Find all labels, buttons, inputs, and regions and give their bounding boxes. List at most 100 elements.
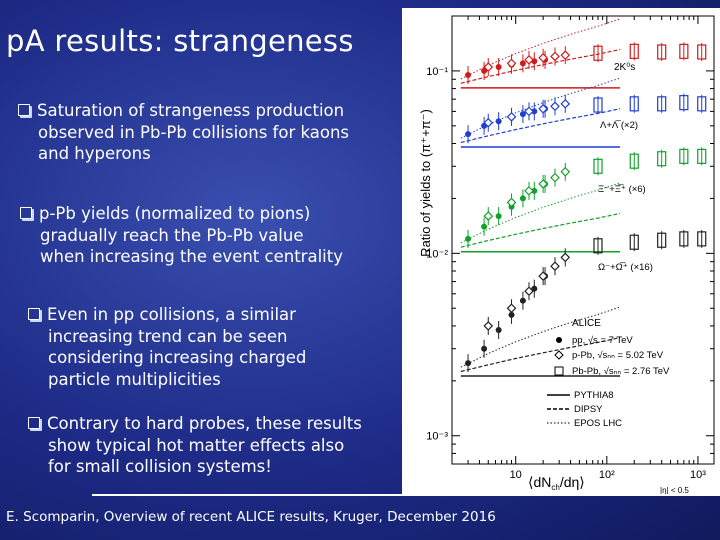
data-point-pp — [531, 187, 538, 194]
species-label-lambda: Λ+Λ̅ (×2) — [600, 120, 638, 131]
data-point-pp — [495, 64, 502, 71]
checkbox-bullet-icon — [28, 308, 40, 320]
bullet-text-line: for small collision systems! — [48, 457, 272, 476]
data-point-ppb — [506, 303, 517, 314]
checkbox-bullet-icon — [20, 207, 32, 219]
model-curve-epos — [460, 306, 621, 368]
data-point-ppb — [506, 111, 517, 122]
data-point-ppb — [560, 98, 571, 109]
data-point-ppb — [538, 52, 548, 63]
data-point-pp — [465, 131, 472, 138]
legend: ALICE pp, √s = 7 TeV p-Pb, √sₙₙ = 5.02 T… — [547, 318, 670, 429]
bullet-saturation: Saturation of strangeness production obs… — [18, 100, 349, 165]
data-point-pp — [531, 108, 538, 115]
data-point-pp — [519, 195, 526, 202]
species-label-k0s: 2K⁰s — [614, 62, 635, 73]
data-point-pbpb — [629, 96, 639, 112]
data-point-pbpb — [657, 232, 667, 248]
footer-credit: E. Scomparin, Overview of recent ALICE r… — [6, 509, 496, 525]
data-point-pbpb — [657, 44, 667, 60]
data-point-pbpb — [657, 151, 667, 167]
bullet-text-line: observed in Pb-Pb collisions for kaons — [38, 122, 350, 142]
footer-divider — [92, 494, 720, 496]
x-axis-suffix: |η| < 0.5 — [660, 486, 689, 494]
data-point-ppb — [506, 58, 517, 69]
bullet-text-line: Saturation of strangeness production — [37, 101, 345, 120]
data-point-pp — [465, 71, 472, 78]
data-point-pp — [481, 345, 488, 352]
bullet-text-line: Contrary to hard probes, these results — [47, 414, 362, 433]
x-tick-label: 10 — [510, 469, 522, 481]
bullet-text-line: and hyperons — [38, 144, 151, 163]
data-point-pbpb — [593, 45, 603, 61]
data-point-pbpb — [679, 148, 689, 164]
data-point-pbpb — [679, 95, 689, 111]
species-label-omega: Ω⁻+Ω̅⁺ (×16) — [598, 262, 653, 273]
data-point-pbpb — [679, 231, 689, 247]
x-tick-label: 10³ — [690, 469, 706, 481]
plot-frame — [451, 15, 715, 465]
data-point-ppb — [524, 186, 534, 196]
data-point-pp — [481, 67, 488, 74]
data-point-pbpb — [697, 96, 707, 112]
model-curve-epos — [460, 77, 621, 139]
page-number: 50 — [661, 471, 677, 485]
y-tick-label: 10⁻² — [426, 248, 448, 260]
legend-entry-pbpb: Pb-Pb, √sₙₙ = 2.76 TeV — [572, 366, 670, 377]
data-point-ppb — [483, 62, 494, 72]
y-tick-label: 10⁻³ — [426, 431, 448, 443]
data-point-pp — [481, 223, 488, 230]
data-point-pp — [519, 297, 526, 304]
y-tick-label: 10⁻¹ — [426, 66, 448, 78]
data-point-ppb — [483, 321, 494, 331]
legend-model-epos: EPOS LHC — [574, 418, 622, 429]
data-point-pbpb — [697, 231, 707, 247]
data-point-ppb — [550, 172, 560, 183]
bullet-text-line: p-Pb yields (normalized to pions) — [39, 204, 311, 223]
data-point-pbpb — [629, 43, 639, 59]
data-point-pp — [495, 118, 502, 125]
species-label-xi: Ξ⁻+Ξ̅⁺ (×6) — [598, 184, 646, 195]
legend-model-pythia: PYTHIA8 — [574, 390, 614, 401]
data-point-ppb — [483, 117, 494, 128]
chart-svg: 10⁻¹ 10⁻² 10⁻³ 10 10² 10³ Ratio of yields to … — [418, 15, 715, 495]
bullet-text-line: increasing trend can be seen — [48, 326, 288, 346]
checkbox-bullet-icon — [28, 417, 40, 429]
strangeness-ratio-figure: 10⁻¹ 10⁻² 10⁻³ 10 10² 10³ Ratio of yields to … — [402, 8, 720, 495]
model-curve-epos — [460, 18, 621, 80]
bullet-pp-collisions: Even in pp collisions, a similar increas… — [28, 304, 306, 390]
data-point-pp — [495, 326, 502, 333]
data-point-ppb — [538, 103, 548, 114]
data-point-pbpb — [629, 153, 639, 169]
data-point-ppb — [550, 101, 560, 112]
data-point-pbpb — [679, 43, 689, 59]
data-point-ppb — [550, 261, 560, 272]
bullet-text-line: when increasing the event centrality — [40, 247, 343, 266]
bullet-text-line: show typical hot matter effects also — [48, 435, 345, 455]
legend-marker-pbpb — [554, 366, 564, 376]
data-point-ppb — [560, 252, 571, 263]
data-point-pbpb — [593, 158, 603, 174]
data-point-ppb — [524, 106, 534, 117]
data-point-ppb — [560, 166, 571, 177]
data-point-pbpb — [657, 96, 667, 112]
data-point-pbpb — [593, 97, 603, 113]
bullet-text-line: gradually reach the Pb-Pb value — [40, 225, 304, 245]
data-point-ppb — [483, 211, 494, 221]
data-point-pbpb — [593, 238, 603, 254]
model-curve-dipsy — [460, 337, 621, 373]
bullet-hard-probes: Contrary to hard probes, these results s… — [28, 413, 362, 478]
bullet-text-line: considering increasing charged — [48, 348, 307, 367]
legend-model-dipsy: DIPSY — [574, 404, 603, 415]
bullet-text-line: Even in pp collisions, a similar — [47, 305, 296, 324]
bullet-pPb-yields: p-Pb yields (normalized to pions) gradua… — [20, 203, 343, 268]
data-point-pbpb — [697, 44, 707, 60]
x-axis-label: ⟨dNch/dη⟩ — [528, 474, 585, 492]
data-point-pbpb — [629, 234, 639, 250]
bullet-text-line: particle multiplicities — [48, 369, 221, 389]
data-point-ppb — [506, 197, 517, 208]
data-point-pp — [519, 111, 526, 118]
legend-entry-pp: pp, √s = 7 TeV — [572, 335, 633, 346]
legend-title: ALICE — [572, 318, 601, 329]
data-point-ppb — [538, 179, 548, 189]
